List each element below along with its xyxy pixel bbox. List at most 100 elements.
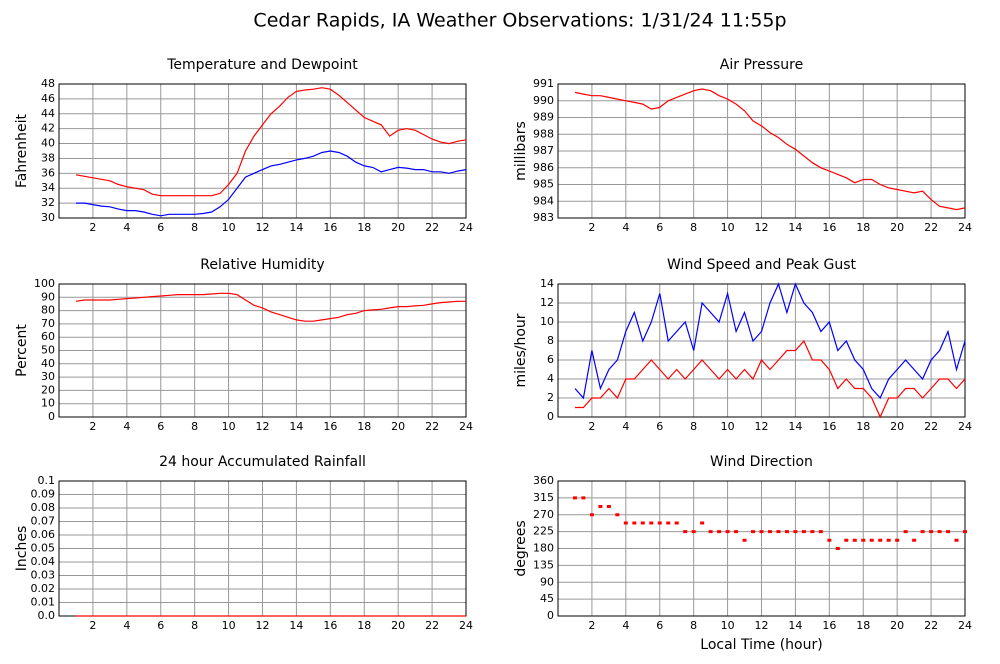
data-point <box>801 530 806 534</box>
y-tick-label: 0.1 <box>38 474 56 487</box>
plot-frame <box>557 283 966 418</box>
y-tick-label: 90 <box>540 575 554 588</box>
data-point <box>844 538 849 542</box>
x-tick-label: 4 <box>622 619 629 632</box>
x-tick-label: 20 <box>890 221 904 234</box>
data-point <box>623 521 628 525</box>
x-tick-label: 2 <box>588 619 595 632</box>
x-tick-label: 10 <box>721 221 735 234</box>
y-tick-label: 0.06 <box>31 528 56 541</box>
y-tick-label: 0.08 <box>31 501 56 514</box>
x-tick-label: 10 <box>222 420 236 433</box>
data-line <box>574 282 966 400</box>
x-tick-label: 22 <box>924 619 938 632</box>
x-tick-label: 24 <box>958 420 972 433</box>
data-point <box>700 521 705 525</box>
data-point <box>784 530 789 534</box>
x-axis-label: Local Time (hour) <box>700 637 822 653</box>
y-tick-label: 30 <box>41 211 55 224</box>
x-tick-label: 4 <box>123 420 130 433</box>
x-tick-label: 10 <box>721 420 735 433</box>
x-tick-label: 8 <box>690 221 697 234</box>
y-tick-label: 20 <box>41 383 55 396</box>
x-tick-label: 22 <box>924 221 938 234</box>
data-point <box>929 530 934 534</box>
y-tick-label: 50 <box>41 344 55 357</box>
x-tick-label: 14 <box>788 619 802 632</box>
y-tick-label: 90 <box>41 290 55 303</box>
y-tick-label: 70 <box>41 317 55 330</box>
x-tick-label: 18 <box>856 221 870 234</box>
data-point <box>767 530 772 534</box>
data-point <box>912 538 917 542</box>
x-tick-label: 12 <box>256 221 270 234</box>
y-tick-label: 989 <box>533 111 554 124</box>
x-tick-label: 20 <box>391 619 405 632</box>
y-tick-label: 985 <box>533 178 554 191</box>
data-point <box>683 530 688 534</box>
y-tick-label: 12 <box>540 296 554 309</box>
y-tick-label: 0 <box>48 410 55 423</box>
data-point <box>827 538 832 542</box>
data-point <box>878 538 883 542</box>
y-tick-label: 40 <box>41 137 55 150</box>
data-line <box>75 87 467 197</box>
x-tick-label: 12 <box>755 221 769 234</box>
y-axis-label: millibars <box>513 121 529 181</box>
x-tick-label: 12 <box>755 619 769 632</box>
y-tick-label: 0.09 <box>31 488 56 501</box>
x-tick-label: 24 <box>958 221 972 234</box>
x-tick-label: 6 <box>157 420 164 433</box>
chart-title: Air Pressure <box>720 57 803 73</box>
x-tick-label: 16 <box>822 420 836 433</box>
data-point <box>776 530 781 534</box>
data-point <box>734 530 739 534</box>
x-tick-label: 14 <box>289 619 303 632</box>
plot-frame <box>58 83 467 219</box>
data-point <box>886 538 891 542</box>
data-point <box>598 505 603 508</box>
data-line <box>575 339 966 419</box>
x-tick-label: 14 <box>788 420 802 433</box>
data-line <box>574 88 966 211</box>
y-tick-label: 0.03 <box>31 569 56 582</box>
x-tick-label: 2 <box>89 420 96 433</box>
data-point <box>606 505 611 508</box>
y-tick-label: 984 <box>533 194 554 207</box>
x-tick-label: 18 <box>856 619 870 632</box>
x-tick-label: 14 <box>289 420 303 433</box>
data-point <box>708 530 713 534</box>
y-tick-label: 988 <box>533 127 554 140</box>
x-tick-label: 4 <box>622 221 629 234</box>
data-point <box>852 538 857 542</box>
data-point <box>691 530 696 534</box>
y-tick-label: 2 <box>547 391 554 404</box>
y-tick-label: 40 <box>41 357 55 370</box>
y-tick-label: 270 <box>533 508 554 521</box>
y-tick-label: 60 <box>41 330 55 343</box>
x-tick-label: 18 <box>357 619 371 632</box>
chart-title: Relative Humidity <box>200 257 324 273</box>
x-tick-label: 8 <box>191 619 198 632</box>
chart-title: Temperature and Dewpoint <box>166 57 358 73</box>
y-tick-label: 46 <box>41 92 55 105</box>
y-tick-label: 6 <box>547 353 554 366</box>
x-tick-label: 22 <box>425 619 439 632</box>
data-point <box>615 513 620 517</box>
y-tick-label: 100 <box>34 277 55 290</box>
page-title: Cedar Rapids, IA Weather Observations: 1… <box>253 10 786 32</box>
x-tick-label: 8 <box>191 420 198 433</box>
data-line <box>76 150 467 217</box>
data-point <box>835 547 840 550</box>
data-point <box>751 530 756 534</box>
y-tick-label: 0 <box>547 410 554 423</box>
x-tick-label: 16 <box>323 619 337 632</box>
y-tick-label: 36 <box>41 166 55 179</box>
y-tick-label: 0.01 <box>31 596 56 609</box>
x-tick-label: 10 <box>222 619 236 632</box>
y-tick-label: 0.07 <box>31 515 56 528</box>
data-point <box>640 521 645 525</box>
x-tick-label: 16 <box>822 221 836 234</box>
x-tick-label: 20 <box>391 221 405 234</box>
y-tick-label: 30 <box>41 370 55 383</box>
